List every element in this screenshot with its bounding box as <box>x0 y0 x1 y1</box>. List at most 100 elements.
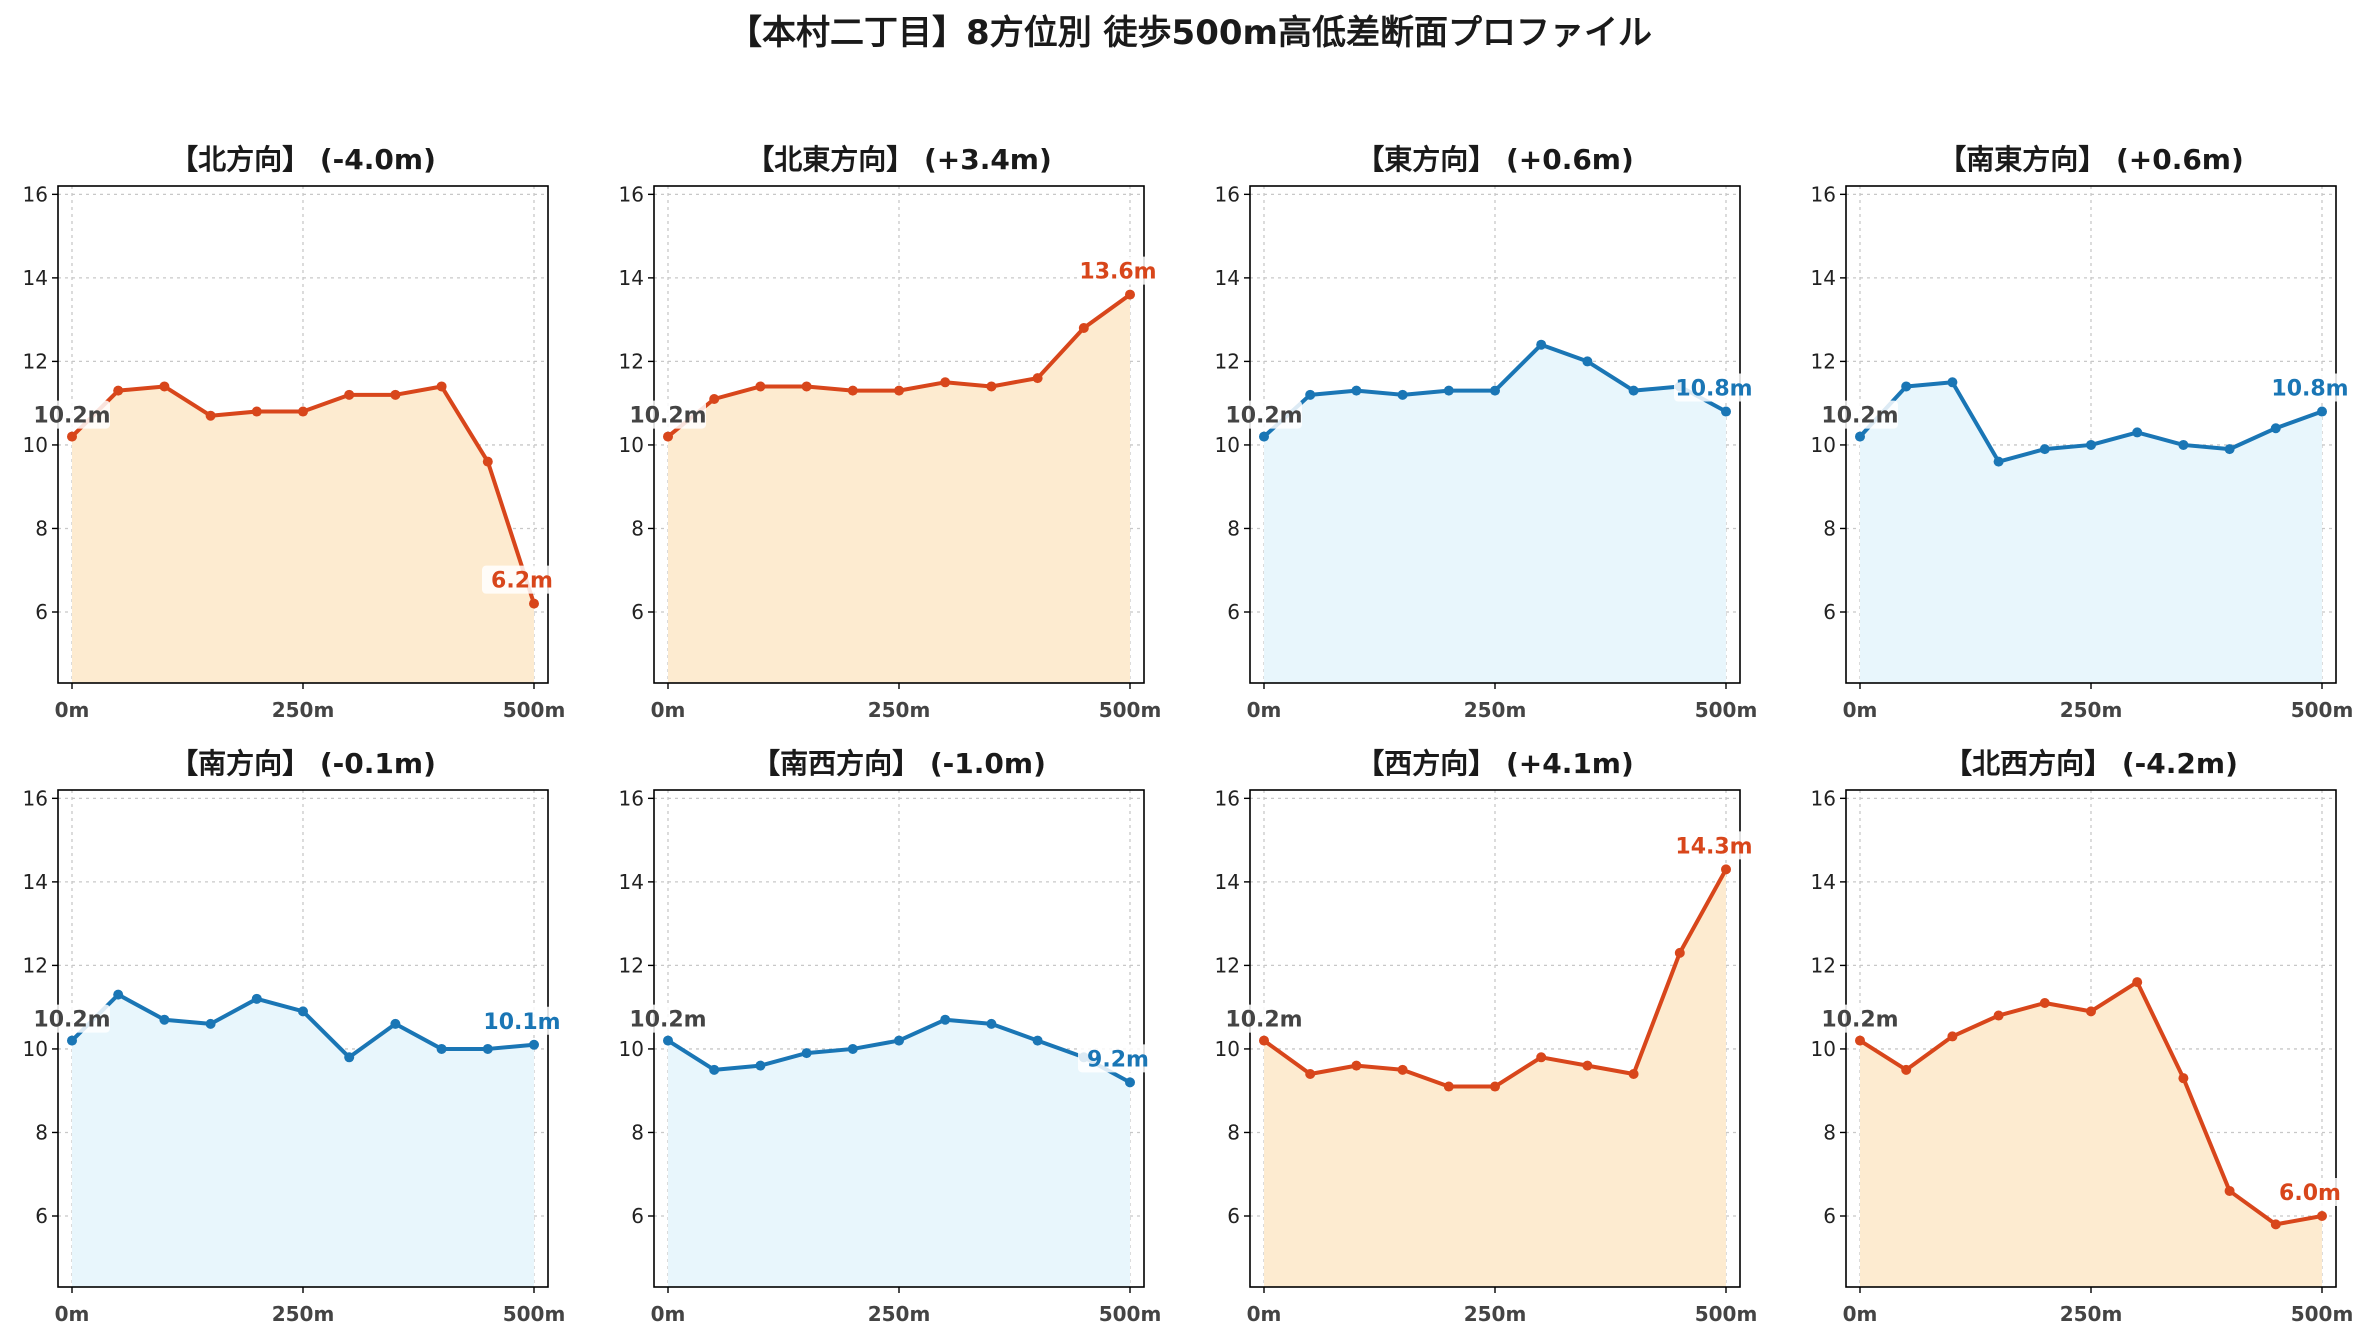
data-point <box>1582 356 1593 367</box>
data-point <box>482 456 493 467</box>
panel-2: 6 8 10 12 14 16 0m 250m 500m 【北東方向】 (+3.4m) 10.2m 1… <box>619 143 1162 722</box>
panel-title: 【東方向】 (+0.6m) <box>1356 143 1634 176</box>
x-tick-label: 0m <box>55 1302 90 1326</box>
x-tick-label: 500m <box>1099 1302 1162 1326</box>
figure-title: 【本村二丁目】8方位別 徒歩500m高低差断面プロファイル <box>728 13 1652 53</box>
x-tick-label: 250m <box>868 698 931 722</box>
y-tick-label: 8 <box>35 1120 48 1144</box>
start-label: 10.2m <box>1821 1008 1898 1033</box>
y-tick-label: 6 <box>1227 600 1240 624</box>
y-tick-label: 10 <box>1215 433 1240 457</box>
data-point <box>2039 444 2050 455</box>
y-tick-label: 6 <box>1823 1204 1836 1228</box>
data-point <box>1351 1060 1362 1071</box>
data-point <box>1721 406 1731 417</box>
data-point <box>298 1006 308 1017</box>
data-point <box>1397 389 1408 400</box>
data-point <box>2317 406 2327 417</box>
y-tick-label: 8 <box>1227 1120 1240 1144</box>
y-tick-label: 16 <box>23 786 48 810</box>
x-tick-label: 0m <box>651 1302 686 1326</box>
data-point <box>755 1060 766 1071</box>
data-point <box>436 381 447 392</box>
x-tick-label: 500m <box>1099 698 1162 722</box>
y-tick-label: 16 <box>23 182 48 206</box>
data-point <box>663 431 673 442</box>
y-tick-label: 8 <box>631 516 644 540</box>
y-tick-label: 8 <box>631 1120 644 1144</box>
data-point <box>1855 1035 1865 1046</box>
y-tick-label: 16 <box>1215 182 1240 206</box>
end-label: 6.2m <box>491 569 553 594</box>
start-label: 10.2m <box>1821 404 1898 429</box>
x-tick-label: 0m <box>651 698 686 722</box>
data-point <box>2178 439 2189 450</box>
end-label-bg <box>1674 373 1754 402</box>
data-point <box>2224 444 2235 455</box>
end-label: 10.1m <box>483 1010 560 1035</box>
start-label: 10.2m <box>629 1008 706 1033</box>
data-point <box>1628 385 1639 396</box>
panel-5: 6 8 10 12 14 16 0m 250m 500m 【南方向】 (-0.1m) 10.2m 10… <box>23 747 566 1326</box>
panel-title: 【南西方向】 (-1.0m) <box>752 747 1046 780</box>
data-point <box>2270 1219 2281 1230</box>
data-point <box>986 1018 997 1029</box>
panel-title: 【西方向】 (+4.1m) <box>1356 747 1634 780</box>
data-point <box>1305 1069 1316 1079</box>
end-label-bg <box>1078 256 1158 285</box>
x-tick-label: 500m <box>2291 698 2354 722</box>
x-tick-label: 0m <box>1843 698 1878 722</box>
end-label-bg <box>482 565 562 594</box>
panel-7: 6 8 10 12 14 16 0m 250m 500m 【西方向】 (+4.1m) 10.2m 14… <box>1215 747 1758 1326</box>
data-point <box>1993 456 2004 467</box>
end-label-bg <box>1078 1044 1158 1073</box>
end-label-bg <box>2270 373 2350 402</box>
data-point <box>2178 1073 2189 1084</box>
panel-1: 6 8 10 12 14 16 0m 250m 500m 【北方向】 (-4.0m) 10.2m 6.… <box>23 143 566 722</box>
data-point <box>801 381 812 392</box>
data-point <box>529 1039 539 1050</box>
data-point <box>1443 385 1454 396</box>
data-point <box>663 1035 673 1046</box>
y-tick-label: 12 <box>1811 953 1836 977</box>
area-fill <box>72 994 534 1287</box>
x-tick-label: 500m <box>503 698 566 722</box>
start-label-bg <box>1822 1004 1898 1033</box>
area-fill <box>1264 344 1726 683</box>
data-point <box>1490 1081 1500 1092</box>
data-point <box>1397 1064 1408 1075</box>
data-point <box>205 410 216 421</box>
x-tick-label: 250m <box>1464 698 1527 722</box>
end-label: 13.6m <box>1079 260 1156 285</box>
data-point <box>1125 1077 1135 1088</box>
x-tick-label: 500m <box>503 1302 566 1326</box>
y-tick-label: 10 <box>1811 1037 1836 1061</box>
y-tick-label: 12 <box>23 953 48 977</box>
y-tick-label: 10 <box>619 1037 644 1061</box>
panel-title: 【北東方向】 (+3.4m) <box>746 143 1052 176</box>
y-tick-label: 16 <box>1811 182 1836 206</box>
data-point <box>1125 289 1135 300</box>
panel-3: 6 8 10 12 14 16 0m 250m 500m 【東方向】 (+0.6m) 10.2m 10… <box>1215 143 1758 722</box>
y-tick-label: 14 <box>1215 266 1240 290</box>
data-point <box>1078 323 1089 333</box>
data-point <box>436 1043 447 1054</box>
area-fill <box>72 386 534 683</box>
data-point <box>113 989 124 1000</box>
data-point <box>2132 977 2143 988</box>
x-tick-label: 250m <box>868 1302 931 1326</box>
data-point <box>894 1035 904 1046</box>
x-tick-label: 250m <box>1464 1302 1527 1326</box>
start-label: 10.2m <box>1225 404 1302 429</box>
y-tick-label: 14 <box>1811 870 1836 894</box>
data-point <box>986 381 997 392</box>
data-point <box>159 381 170 392</box>
start-label-bg <box>1822 400 1898 429</box>
data-point <box>113 385 124 396</box>
area-fill <box>1860 982 2322 1287</box>
start-label-bg <box>630 1004 706 1033</box>
y-tick-label: 6 <box>1823 600 1836 624</box>
panel-title: 【北方向】 (-4.0m) <box>170 143 436 176</box>
panel-8: 6 8 10 12 14 16 0m 250m 500m 【北西方向】 (-4.2m) 10.2m 6… <box>1811 747 2354 1326</box>
y-tick-label: 10 <box>619 433 644 457</box>
